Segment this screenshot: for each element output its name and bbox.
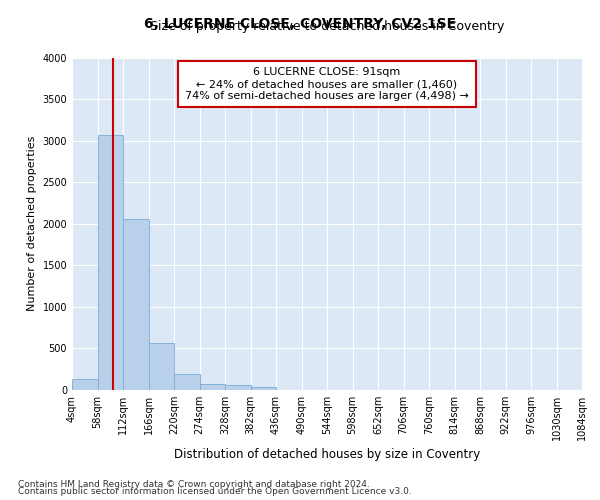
- Bar: [200, 384, 225, 390]
- Text: 6, LUCERNE CLOSE, COVENTRY, CV2 1SE: 6, LUCERNE CLOSE, COVENTRY, CV2 1SE: [144, 18, 456, 32]
- Bar: [225, 386, 251, 390]
- Bar: [251, 386, 276, 390]
- Bar: [97, 135, 123, 390]
- Bar: [72, 379, 97, 390]
- Y-axis label: Number of detached properties: Number of detached properties: [27, 136, 37, 312]
- X-axis label: Distribution of detached houses by size in Coventry: Distribution of detached houses by size …: [174, 448, 480, 462]
- Bar: [174, 374, 199, 390]
- Text: 6 LUCERNE CLOSE: 91sqm
← 24% of detached houses are smaller (1,460)
74% of semi-: 6 LUCERNE CLOSE: 91sqm ← 24% of detached…: [185, 68, 469, 100]
- Bar: [149, 344, 174, 390]
- Bar: [123, 219, 149, 390]
- Title: Size of property relative to detached houses in Coventry: Size of property relative to detached ho…: [150, 20, 504, 32]
- Text: Contains public sector information licensed under the Open Government Licence v3: Contains public sector information licen…: [18, 488, 412, 496]
- Text: Contains HM Land Registry data © Crown copyright and database right 2024.: Contains HM Land Registry data © Crown c…: [18, 480, 370, 489]
